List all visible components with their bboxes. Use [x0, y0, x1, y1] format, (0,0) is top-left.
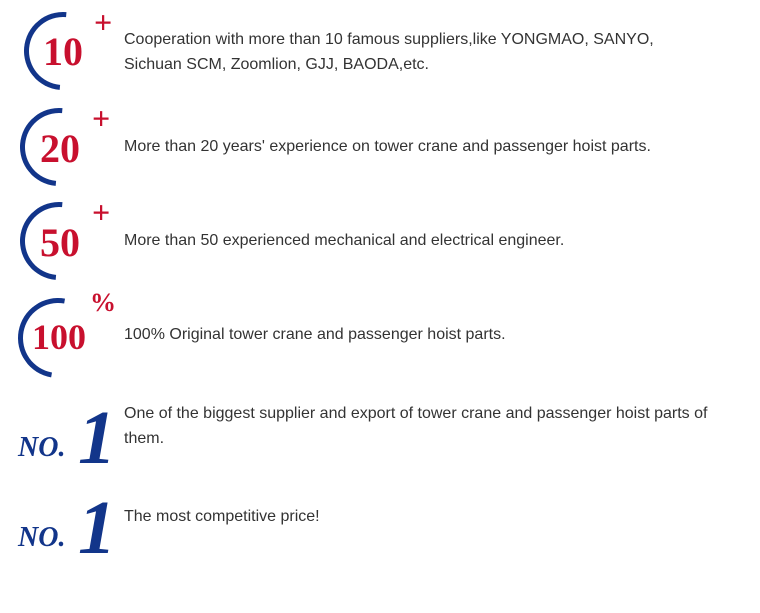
stat-suffix: +	[94, 4, 112, 41]
stat-number: 20	[29, 125, 91, 172]
no1-number: 1	[78, 490, 116, 566]
feature-row: 20 + More than 20 years' experience on t…	[18, 102, 760, 192]
stat-number: 10	[33, 28, 93, 75]
stat-badge-50: 50 +	[18, 196, 118, 286]
feature-text: One of the biggest supplier and export o…	[124, 402, 714, 452]
feature-row: 10 + Cooperation with more than 10 famou…	[18, 8, 760, 98]
no1-badge: NO. 1	[18, 474, 118, 560]
stat-badge-20: 20 +	[18, 102, 118, 192]
feature-row: NO. 1 One of the biggest supplier and ex…	[18, 384, 760, 470]
stat-number: 50	[29, 219, 91, 266]
stat-badge-100: 100 %	[18, 290, 118, 380]
no-prefix: NO.	[18, 432, 65, 464]
no-prefix: NO.	[18, 522, 65, 554]
stat-suffix: +	[92, 100, 110, 137]
no1-badge: NO. 1	[18, 384, 118, 470]
feature-text: More than 20 years' experience on tower …	[124, 135, 651, 160]
stat-badge-10: 10 +	[18, 8, 118, 98]
feature-text: 100% Original tower crane and passenger …	[124, 323, 506, 348]
stat-number: 100	[24, 316, 94, 358]
feature-row: NO. 1 The most competitive price!	[18, 474, 760, 560]
feature-text: More than 50 experienced mechanical and …	[124, 229, 564, 254]
stat-suffix: +	[92, 194, 110, 231]
feature-text: Cooperation with more than 10 famous sup…	[124, 28, 714, 78]
no1-number: 1	[78, 400, 116, 476]
feature-row: 50 + More than 50 experienced mechanical…	[18, 196, 760, 286]
feature-row: 100 % 100% Original tower crane and pass…	[18, 290, 760, 380]
feature-text: The most competitive price!	[124, 505, 320, 530]
stat-suffix: %	[90, 288, 116, 318]
